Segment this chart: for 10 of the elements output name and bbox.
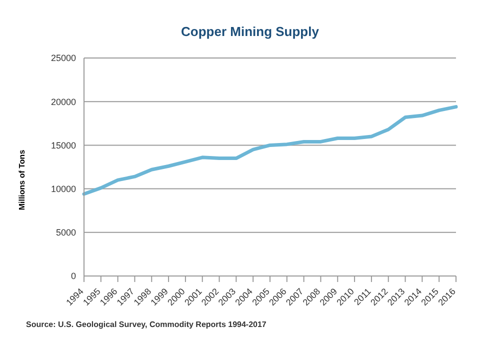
line-series bbox=[82, 105, 458, 196]
y-tick-label: 0 bbox=[70, 271, 76, 282]
y-tick-label: 5000 bbox=[56, 228, 76, 238]
y-tick-label: 10000 bbox=[50, 184, 76, 194]
y-tick-label: 25000 bbox=[50, 53, 76, 64]
chart-title: Copper Mining Supply bbox=[180, 23, 320, 41]
y-tick-label: 15000 bbox=[50, 140, 76, 150]
y-tick-label: 20000 bbox=[50, 96, 76, 107]
source-note: Source: U.S. Geological Survey, Commodity Reports 1994-2017 bbox=[26, 320, 266, 329]
y-axis-title: Millions of Tons bbox=[18, 150, 26, 210]
